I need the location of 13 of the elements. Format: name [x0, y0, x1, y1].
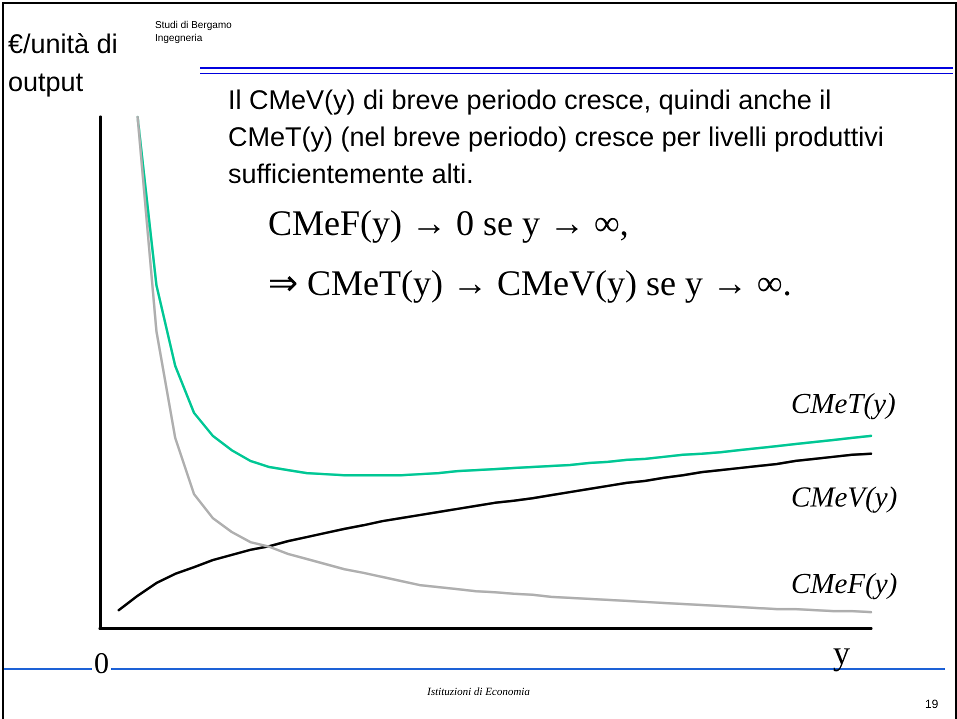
annotation: ⇒ CMeT(y) → CMeV(y) se y → ∞. — [268, 262, 792, 304]
text: Ingegneria — [155, 33, 202, 44]
series-label: CMeV(y) — [791, 482, 898, 514]
text: 0 — [92, 647, 111, 680]
y-axis-title: €/unità di output — [8, 28, 119, 99]
annotation: Il CMeV(y) di breve periodo cresce, quindi anche il CMeT(y) (nel breve periodo) cresce per livelli produttivi sufficientemente alti. — [228, 84, 885, 191]
series-label: CMeT(y) — [791, 388, 896, 420]
text: Istituzioni di Economia — [426, 686, 531, 698]
text: 19 — [925, 697, 938, 711]
series-label: CMeF(y) — [791, 568, 898, 600]
annotation: CMeF(y) → 0 se y → ∞, — [268, 202, 629, 244]
text: Studi di Bergamo — [155, 20, 232, 31]
x-axis-title: y — [833, 635, 850, 673]
